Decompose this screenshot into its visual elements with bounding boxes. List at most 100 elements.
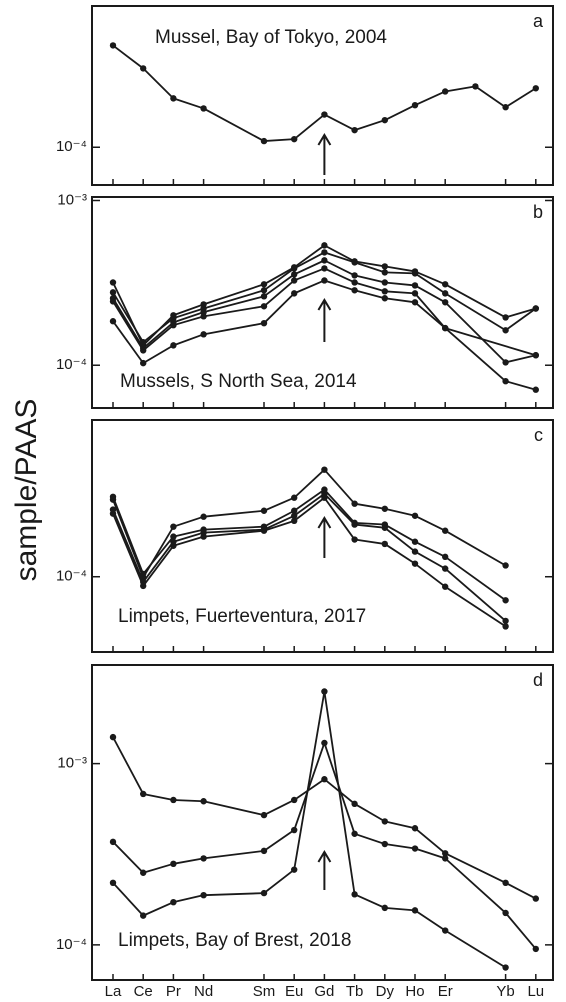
data-point [502, 879, 509, 887]
data-point [502, 562, 509, 569]
series-segment [173, 333, 204, 347]
series-segment [263, 799, 295, 816]
data-point [291, 796, 298, 804]
data-point [442, 850, 449, 857]
data-point [291, 135, 298, 143]
series-segment [384, 297, 416, 304]
panel-letter: d [533, 670, 543, 690]
series-segment [354, 281, 386, 293]
data-point [442, 927, 449, 934]
series-segment [444, 301, 507, 364]
data-point [321, 249, 328, 256]
series-segment [173, 97, 204, 110]
series-segment [354, 523, 385, 529]
data-point [442, 88, 449, 95]
data-point [411, 290, 419, 297]
series-segment [505, 354, 537, 364]
arrow-head [317, 298, 332, 311]
data-point [109, 279, 117, 286]
series-segment [142, 321, 174, 349]
data-point [321, 688, 328, 695]
series-segment [323, 691, 356, 895]
series-segment [324, 279, 355, 292]
x-tick-label: Sm [253, 983, 276, 1000]
series-segment [203, 800, 265, 816]
series-segment [112, 320, 144, 364]
data-point [381, 540, 388, 548]
series-segment [173, 531, 204, 543]
series-segment [384, 281, 416, 287]
data-point [291, 271, 298, 278]
series-segment [203, 289, 265, 310]
data-point [381, 505, 388, 512]
data-point [502, 964, 509, 971]
x-tick-label: Dy [376, 983, 395, 1000]
series-segment [444, 567, 507, 622]
data-point [170, 342, 177, 349]
data-point [260, 811, 268, 819]
series-segment [263, 267, 295, 292]
data-point [109, 838, 117, 846]
series-segment [263, 292, 295, 324]
data-point [472, 83, 479, 90]
y-tick-label: 10⁻⁴ [56, 936, 87, 953]
data-point [411, 282, 419, 289]
series-segment [112, 44, 144, 70]
data-point [442, 583, 449, 590]
data-point [381, 279, 388, 286]
data-point [532, 352, 539, 359]
series-segment [293, 244, 325, 269]
series-segment [203, 509, 265, 518]
series-segment [263, 279, 295, 307]
data-point [442, 553, 449, 561]
data-point [351, 272, 358, 279]
data-point [200, 855, 207, 862]
x-tick-label: Ce [134, 983, 153, 1000]
data-point [109, 298, 117, 305]
series-segment [323, 113, 356, 131]
panel-title: Limpets, Bay of Brest, 2018 [118, 930, 351, 951]
data-point [109, 733, 117, 741]
series-segment [414, 292, 446, 329]
series-segment [414, 909, 446, 932]
series-segment [293, 259, 325, 276]
data-point [140, 869, 147, 876]
panel-frame [91, 196, 554, 409]
data-point [381, 840, 388, 848]
data-point [321, 257, 328, 264]
series-segment [444, 585, 507, 628]
series-segment [293, 742, 326, 831]
series-segment [203, 295, 265, 314]
data-point [351, 536, 358, 543]
y-tick-label: 10⁻⁴ [56, 356, 87, 373]
series-segment [142, 536, 175, 575]
data-point [140, 582, 147, 590]
data-point [200, 313, 207, 320]
series-segment [444, 852, 506, 884]
data-point [351, 800, 358, 808]
series-segment [444, 292, 507, 332]
data-point [502, 617, 509, 625]
x-tick-label: Eu [285, 983, 303, 1000]
series-segment [324, 251, 355, 264]
data-point [170, 796, 177, 804]
x-tick-label: Tb [346, 983, 364, 1000]
series-segment [112, 513, 145, 587]
series-segment [354, 893, 386, 909]
data-point [351, 279, 358, 286]
series-segment [414, 827, 446, 855]
series-segment [263, 868, 295, 894]
data-point [442, 527, 449, 534]
series-segment [142, 541, 175, 583]
data-point [532, 945, 539, 953]
data-point [351, 891, 358, 898]
series-segment [173, 894, 204, 904]
series-segment [293, 488, 325, 512]
data-point [291, 507, 298, 514]
series-segment [354, 289, 386, 300]
series-segment [293, 267, 325, 282]
data-point [291, 494, 298, 501]
x-tick-label: Ho [405, 983, 424, 1000]
data-point [502, 104, 509, 111]
